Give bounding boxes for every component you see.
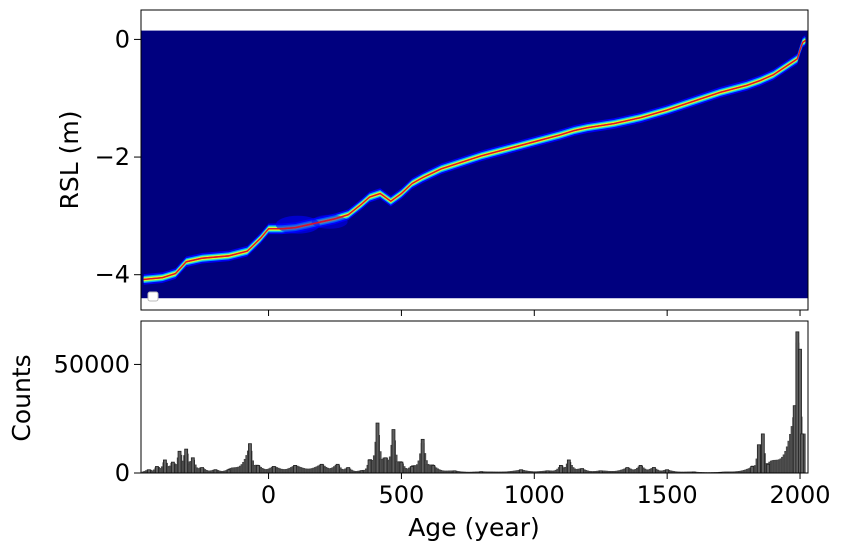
- histogram-peak-bar: [256, 464, 260, 474]
- bottom-ytick: 0: [115, 459, 141, 487]
- top-ytick: 0: [115, 25, 141, 53]
- posterior-band-layer: [143, 38, 806, 282]
- histogram-peak-bar: [335, 463, 340, 474]
- bottom-ytick-label-50000: 50000: [54, 350, 130, 378]
- histogram-peak-bar: [756, 444, 761, 474]
- xtick: 500: [379, 473, 425, 509]
- histogram-peak-bar: [625, 467, 630, 474]
- histogram-peak-bar: [760, 433, 765, 474]
- xtick-label-500: 500: [379, 481, 425, 509]
- bottom-ytick-label-0: 0: [115, 459, 130, 487]
- histogram-peak-bar: [383, 457, 388, 474]
- bottom-y-axis: 0 50000: [54, 350, 141, 487]
- histogram-peak-bar: [319, 463, 324, 474]
- rsl-median-line: [143, 40, 806, 281]
- top-axes-frame: [140, 9, 809, 311]
- xtick-label-1500: 1500: [637, 481, 698, 509]
- bottom-panel: 0 50000 0 500 1000 1500: [7, 320, 831, 542]
- top-ytick-label-minus2: −2: [95, 143, 130, 171]
- histogram-peak-bar: [293, 464, 298, 474]
- histogram-peak-bar: [558, 464, 563, 474]
- bottom-ytick: 50000: [54, 350, 141, 378]
- xtick: 1000: [504, 473, 565, 509]
- histogram-peak-bar: [346, 467, 351, 474]
- histogram-peak-bar: [163, 459, 167, 474]
- xtick-label-2000: 2000: [769, 481, 830, 509]
- histogram-peak-bar: [200, 467, 205, 474]
- histogram-peak-bar: [420, 438, 425, 474]
- histogram-peak-bar: [800, 433, 805, 474]
- top-y-axis-label: RSL (m): [55, 111, 84, 210]
- histogram-peak-bar: [651, 467, 656, 474]
- top-panel: 0 −2 −4 RSL (m): [55, 9, 809, 316]
- bottom-y-axis-label: Counts: [7, 354, 36, 441]
- bottom-x-axis: 0 500 1000 1500 2000: [261, 473, 831, 509]
- heatmap: [141, 30, 808, 299]
- xtick: 2000: [769, 473, 831, 509]
- top-x-ticks: [268, 310, 801, 316]
- histogram-peak-bar: [248, 443, 252, 474]
- histogram-peak-bar: [399, 461, 404, 474]
- xtick: 1500: [637, 473, 698, 509]
- histogram-peak-bar: [170, 461, 175, 474]
- bottom-axes-frame: [140, 320, 809, 474]
- heatmap-field: [141, 30, 808, 299]
- histogram-peak-bar: [750, 466, 755, 474]
- histogram-peak-bar: [375, 422, 380, 474]
- histogram-peak-bar: [766, 463, 771, 474]
- histogram-peak-bar: [431, 464, 436, 474]
- bottom-x-axis-label: Age (year): [408, 513, 540, 542]
- xtick-label-0: 0: [261, 481, 276, 509]
- histogram-peak-bar: [391, 429, 396, 474]
- histogram-peak-bar: [566, 459, 571, 474]
- histogram-peak-bar: [580, 468, 585, 474]
- histogram-peak-bar: [638, 464, 643, 474]
- top-ytick: −2: [95, 143, 141, 171]
- bottom-axes-background: [141, 321, 808, 473]
- top-ytick: −4: [95, 261, 141, 289]
- top-ytick-label-0: 0: [115, 25, 130, 53]
- histogram-peak-bar: [271, 466, 276, 474]
- xtick-label-1000: 1000: [504, 481, 565, 509]
- uncertainty-patch: [275, 215, 320, 234]
- histogram-peak-bar: [410, 466, 414, 474]
- xtick: 0: [261, 473, 276, 509]
- histogram-peak-bar: [367, 459, 372, 474]
- histogram-peak-bar: [177, 450, 182, 474]
- top-ytick-label-minus4: −4: [95, 261, 130, 289]
- posterior-band: [143, 35, 806, 285]
- top-y-axis: 0 −2 −4: [95, 25, 141, 289]
- histogram-peak-bar: [190, 457, 195, 474]
- posterior-band-layer: [143, 39, 806, 281]
- histogram-bars: [141, 331, 806, 474]
- histogram-peak-bar: [155, 466, 159, 474]
- legend-box: [147, 291, 159, 302]
- histogram-peak-bar: [184, 448, 189, 474]
